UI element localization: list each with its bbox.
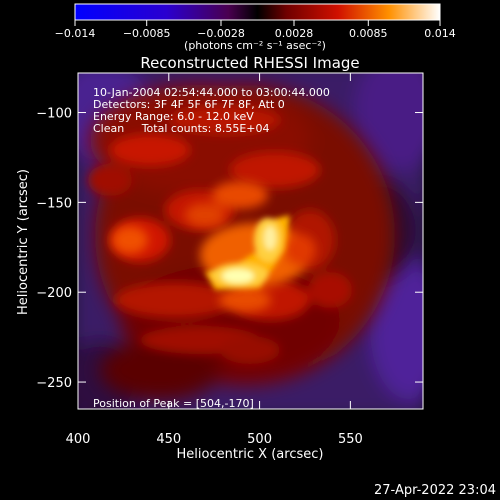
colorbar-unit-label: (photons cm⁻² s⁻¹ asec⁻²) [184, 39, 326, 52]
colorbar-tick-label: −0.0028 [197, 27, 245, 40]
colorbar-tick-label: 0.0085 [349, 27, 388, 40]
chart-title: Reconstructed RHESSI Image [140, 54, 359, 72]
info-line-detectors: Detectors: 3F 4F 5F 6F 7F 8F, Att 0 [93, 98, 285, 111]
y-axis-ticks: −100 −150 −200 −250 [36, 107, 423, 391]
y-tick-label: −150 [36, 196, 72, 211]
x-tick-label: 500 [247, 432, 272, 447]
colorbar-tick-label: −0.014 [55, 27, 96, 40]
info-line-energy: Energy Range: 6.0 - 12.0 keV [93, 110, 254, 123]
footer-timestamp: 27-Apr-2022 23:04 [374, 483, 496, 498]
x-tick-label: 450 [156, 432, 181, 447]
info-line-clean: Clean Total counts: 8.55E+04 [93, 122, 270, 135]
x-tick-label: 400 [66, 432, 91, 447]
heatmap-image [78, 73, 423, 409]
y-axis-label: Heliocentric Y (arcsec) [16, 169, 31, 315]
colorbar-tick-label: 0.0028 [275, 27, 314, 40]
y-tick-label: −200 [36, 286, 72, 301]
colorbar-frame [74, 3, 441, 21]
x-axis-ticks: 400 450 500 550 [66, 73, 363, 447]
x-axis-label: Heliocentric X (arcsec) [177, 447, 324, 462]
colorbar-tick-label: 0.014 [424, 27, 456, 40]
y-tick-label: −100 [36, 107, 72, 122]
info-line-time: 10-Jan-2004 02:54:44.000 to 03:00:44.000 [93, 86, 330, 99]
colorbar-ticks: −0.014 −0.0085 −0.0028 0.0028 0.0085 0.014 [55, 20, 456, 40]
colorbar-tick-label: −0.0085 [123, 27, 171, 40]
x-tick-label: 550 [338, 432, 363, 447]
colorbar-gradient [75, 4, 440, 20]
image-frame [77, 72, 424, 410]
peak-position-label: Position of Peak = [504,-170] [93, 397, 254, 410]
y-tick-label: −250 [36, 376, 72, 391]
